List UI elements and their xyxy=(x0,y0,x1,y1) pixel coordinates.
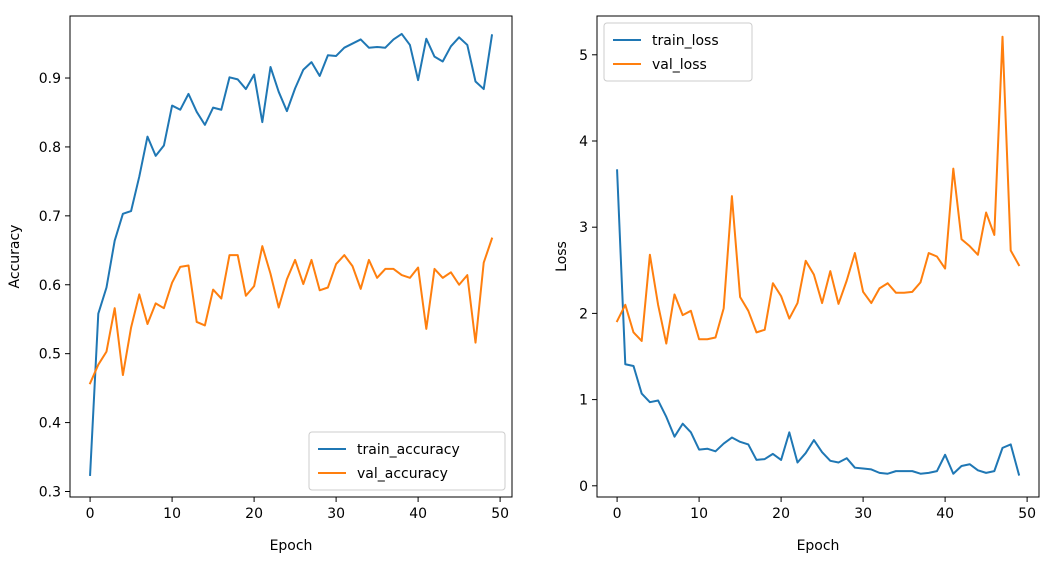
accuracy-x-tick-label: 30 xyxy=(327,506,345,522)
loss-legend: train_loss val_loss xyxy=(603,22,753,82)
loss-y-tick-label: 4 xyxy=(579,134,588,150)
loss-chart: 0 10 20 30 40 50 0 1 2 3 4 5 Epoch Loss train_loss val_… xyxy=(554,15,1040,554)
accuracy-x-tick-label: 20 xyxy=(245,506,263,522)
loss-x-tick-label: 20 xyxy=(772,506,790,522)
accuracy-y-tick-label: 0.6 xyxy=(39,278,61,294)
loss-series-val-loss xyxy=(615,35,1021,345)
accuracy-y-tick-label: 0.3 xyxy=(39,484,61,500)
accuracy-legend-label-val-accuracy: val_accuracy xyxy=(357,466,448,482)
accuracy-legend: train_accuracy val_accuracy xyxy=(308,431,506,491)
loss-series-train-loss xyxy=(616,169,1021,476)
accuracy-x-tick-label: 50 xyxy=(491,506,509,522)
loss-axes-frame xyxy=(596,15,1040,498)
accuracy-y-tick-label: 0.5 xyxy=(39,347,61,363)
accuracy-series-train-accuracy xyxy=(89,32,494,476)
accuracy-y-tick-label: 0.8 xyxy=(39,140,61,156)
accuracy-x-tick-label: 0 xyxy=(86,506,95,522)
accuracy-y-tick-label: 0.4 xyxy=(39,416,61,432)
accuracy-x-tick-label: 10 xyxy=(163,506,181,522)
loss-x-tick-label: 30 xyxy=(854,506,872,522)
loss-legend-label-train-loss: train_loss xyxy=(652,33,719,49)
loss-legend-box xyxy=(603,22,753,82)
accuracy-legend-box xyxy=(308,431,506,491)
loss-y-axis-label: Loss xyxy=(554,241,570,272)
loss-y-tick-label: 5 xyxy=(579,48,588,64)
accuracy-x-tick-label: 40 xyxy=(409,506,427,522)
loss-y-tick-label: 1 xyxy=(579,393,588,409)
accuracy-legend-label-train-accuracy: train_accuracy xyxy=(357,442,460,458)
loss-x-axis-label: Epoch xyxy=(797,538,840,554)
accuracy-series-val-accuracy xyxy=(88,237,494,385)
accuracy-x-axis-label: Epoch xyxy=(270,538,313,554)
loss-y-tick-label: 3 xyxy=(579,220,588,236)
loss-y-tick-label: 0 xyxy=(579,479,588,495)
accuracy-y-tick-label: 0.7 xyxy=(39,209,61,225)
loss-x-tick-label: 40 xyxy=(936,506,954,522)
accuracy-axes-frame xyxy=(69,15,513,498)
accuracy-y-tick-label: 0.9 xyxy=(39,71,61,87)
accuracy-y-axis-label: Accuracy xyxy=(7,225,23,289)
loss-x-tick-label: 50 xyxy=(1018,506,1036,522)
accuracy-chart: 0 10 20 30 40 50 0.3 0.4 0.5 0.6 0.7 0.8 0.9 Epoch Acc… xyxy=(7,15,513,554)
loss-x-tick-label: 10 xyxy=(690,506,708,522)
loss-x-tick-label: 0 xyxy=(613,506,622,522)
loss-legend-label-val-loss: val_loss xyxy=(652,57,707,73)
loss-y-tick-label: 2 xyxy=(579,306,588,322)
